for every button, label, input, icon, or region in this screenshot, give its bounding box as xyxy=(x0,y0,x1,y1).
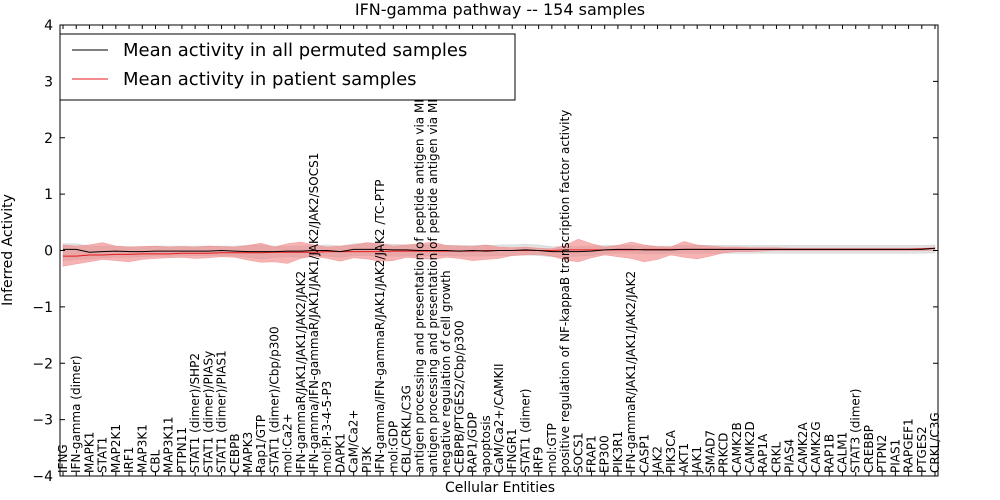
x-category-label: mol:PI-3-4-5-P3 xyxy=(320,381,334,473)
x-category-label: CBL/CRKL/C3G xyxy=(400,385,414,473)
x-category-label: STAT3 (dimer) xyxy=(849,389,863,473)
legend-label-patient: Mean activity in patient samples xyxy=(123,69,417,90)
x-category-label: PI3K xyxy=(360,446,374,473)
y-axis: 4 3 2 1 0 −1 −2 −3 −4 xyxy=(32,18,938,485)
x-category-label: MAP3K1 xyxy=(135,424,149,473)
x-category-label: JAK1 xyxy=(690,446,704,474)
x-category-label: FRAP1 xyxy=(585,435,599,473)
x-category-label: CRKL xyxy=(770,441,784,473)
x-category-label: AKT1 xyxy=(677,443,691,473)
confidence-bands xyxy=(62,238,936,267)
x-category-label: CRKL/C3G xyxy=(928,412,942,473)
x-category-label: antigen processing and presentation of p… xyxy=(413,44,427,473)
x-category-label: STAT1 (dimer)/SHP2 xyxy=(188,353,202,473)
legend-label-permuted: Mean activity in all permuted samples xyxy=(123,40,467,61)
x-category-label: PTGES2 xyxy=(915,426,929,473)
x-category-label: CAMK2B xyxy=(730,422,744,473)
x-category-label: EP300 xyxy=(598,435,612,473)
x-category-label: MAP3K11 xyxy=(162,416,176,473)
x-category-label: IFNG xyxy=(56,444,70,473)
x-category-label: mol:Ca2+ xyxy=(281,413,295,473)
y-tick-label: 2 xyxy=(44,131,53,147)
x-category-label: CEBPB xyxy=(228,433,242,473)
x-category-label: PIAS4 xyxy=(783,439,797,473)
x-category-label: CREBBP xyxy=(862,425,876,473)
x-axis-label: Cellular Entities xyxy=(445,480,555,496)
y-axis-label: Inferred Activity xyxy=(0,194,16,306)
x-category-label: antigen processing and presentation of p… xyxy=(426,41,440,473)
x-category-label: IFN-gammaR/JAK1/JAK1/JAK2/JAK2 xyxy=(624,271,638,473)
x-category-label: CAMK2G xyxy=(809,421,823,473)
x-category-label: MAP2K1 xyxy=(109,424,123,473)
y-tick-label: −4 xyxy=(32,469,53,485)
x-category-label: MAPK1 xyxy=(82,432,96,473)
x-category-label: CASP1 xyxy=(637,434,651,473)
x-category-label: CAMK2D xyxy=(743,421,757,473)
x-category-label: STAT1 xyxy=(96,437,110,473)
x-category-label: JAK2 xyxy=(651,446,665,474)
x-category-label: CAMK2A xyxy=(796,422,810,473)
x-category-label: RAP1A xyxy=(756,433,770,473)
y-tick-label: 0 xyxy=(44,244,53,260)
x-category-label: positive regulation of NF-kappaB transcr… xyxy=(558,110,572,473)
x-category-label: IFN-gamma/IFN-gammaR/JAK1/JAK1/JAK2/JAK2… xyxy=(307,153,321,473)
legend: Mean activity in all permuted samples Me… xyxy=(59,33,516,101)
x-category-label: apoptosis xyxy=(479,415,493,473)
x-category-label: IRF9 xyxy=(532,447,546,473)
x-category-label: CALM1 xyxy=(836,432,850,473)
x-category-label: PTPN2 xyxy=(875,435,889,473)
x-category-label: RAPGEF1 xyxy=(902,418,916,473)
x-category-label: PRKCD xyxy=(717,433,731,473)
x-category-label: mol:GTP xyxy=(545,423,559,473)
x-category-label: SMAD7 xyxy=(703,430,717,473)
x-axis: IFNG IFN-gamma (dimer) MAPK1 STAT1 MAP2K1 IRF… xyxy=(56,25,942,476)
x-category-label: STAT1 (dimer)/PIASy xyxy=(201,351,215,473)
x-category-label: SOCS1 xyxy=(571,432,585,473)
x-category-label: CEBPB/PTGES2/Cbp/p300 xyxy=(452,320,466,473)
legend-box xyxy=(59,33,516,101)
x-category-label: IFN-gamma/IFN-gammaR/JAK1/JAK2/JAK2 /TC-… xyxy=(373,179,387,473)
x-category-label: PTPN11 xyxy=(175,427,189,473)
x-category-label: PIAS1 xyxy=(888,439,902,473)
x-category-label: CBL xyxy=(149,449,163,473)
x-category-label: mol:GDP xyxy=(386,421,400,473)
x-category-label: IFNGR1 xyxy=(505,428,519,473)
chart-title: IFN-gamma pathway -- 154 samples xyxy=(355,0,645,19)
y-tick-label: 4 xyxy=(44,18,53,34)
x-category-label: RAP1/GDP xyxy=(466,412,480,473)
y-tick-label: −2 xyxy=(32,356,53,372)
x-category-label: PIK3R1 xyxy=(611,431,625,473)
y-tick-label: 3 xyxy=(44,74,53,90)
x-category-label: MAPK3 xyxy=(241,432,255,473)
x-category-label: Rap1/GTP xyxy=(254,415,268,473)
x-category-label: CaM/Ca2+/CAMKII xyxy=(492,364,506,473)
y-tick-label: −1 xyxy=(32,300,53,316)
x-category-label: DAPK1 xyxy=(334,433,348,473)
series-line-permuted xyxy=(63,247,936,253)
x-category-label: IRF1 xyxy=(122,447,136,473)
x-category-label: STAT1 (dimer) xyxy=(518,389,532,473)
x-category-label: CaM/Ca2+ xyxy=(347,409,361,473)
series-lines xyxy=(63,247,936,257)
x-category-label: STAT1 (dimer)/PIAS1 xyxy=(215,350,229,473)
x-category-label: IFN-gammaR/JAK1/JAK1/JAK2/JAK2 xyxy=(294,271,308,473)
y-tick-label: −3 xyxy=(32,413,53,429)
x-category-label: STAT1 (dimer)/Cbp/p300 xyxy=(267,326,281,473)
x-category-label: RAP1B xyxy=(822,434,836,473)
y-tick-label: 1 xyxy=(44,187,53,203)
x-category-label: PIK3CA xyxy=(664,429,678,473)
x-category-label: negative regulation of cell growth xyxy=(439,270,453,473)
x-category-label: IFN-gamma (dimer) xyxy=(69,355,83,473)
